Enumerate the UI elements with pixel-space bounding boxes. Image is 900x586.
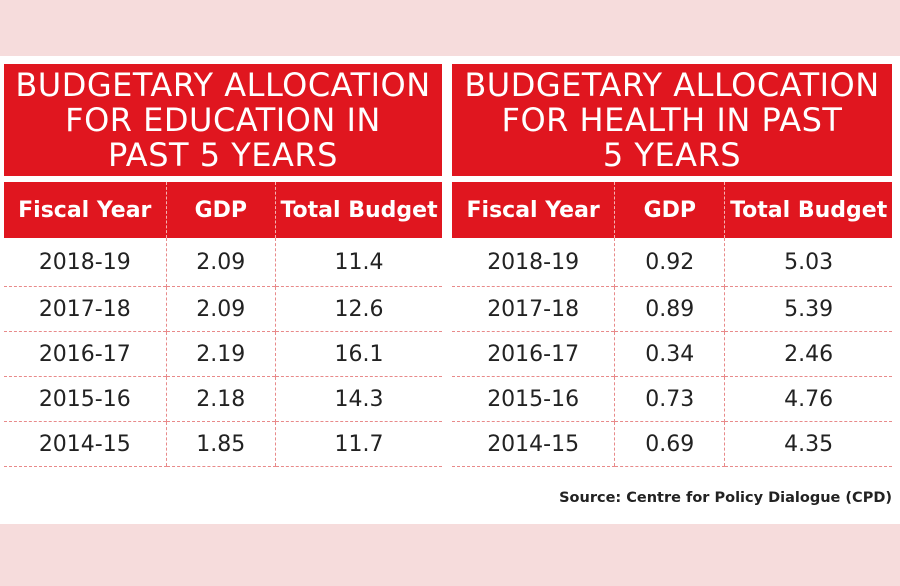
fiscal-year-cell: 2014-15 xyxy=(452,421,615,467)
fiscal-year-cell: 2016-17 xyxy=(4,331,167,377)
health-table: Fiscal Year GDP Total Budget 2018-19 0.9… xyxy=(452,182,892,467)
table-row: 2018-19 2.09 11.4 xyxy=(4,238,442,287)
table-row: 2014-15 1.85 11.7 xyxy=(4,421,442,467)
fiscal-year-cell: 2015-16 xyxy=(452,376,615,422)
table-row: 2017-18 2.09 12.6 xyxy=(4,286,442,332)
column-header-total-budget: Total Budget xyxy=(275,182,442,238)
column-header-total-budget: Total Budget xyxy=(724,182,892,238)
table-row: 2016-17 0.34 2.46 xyxy=(452,331,892,377)
gdp-cell: 2.18 xyxy=(165,376,276,422)
table-row: 2017-18 0.89 5.39 xyxy=(452,286,892,332)
fiscal-year-cell: 2017-18 xyxy=(452,286,615,332)
gdp-cell: 0.73 xyxy=(614,376,725,422)
fiscal-year-cell: 2016-17 xyxy=(452,331,615,377)
gdp-cell: 0.89 xyxy=(614,286,725,332)
table-row: 2015-16 2.18 14.3 xyxy=(4,376,442,422)
total-budget-cell: 4.35 xyxy=(724,421,892,467)
table-row: 2015-16 0.73 4.76 xyxy=(452,376,892,422)
total-budget-cell: 4.76 xyxy=(724,376,892,422)
education-panel: BUDGETARY ALLOCATION FOR EDUCATION IN PA… xyxy=(4,64,442,467)
fiscal-year-cell: 2017-18 xyxy=(4,286,167,332)
source-note: Source: Centre for Policy Dialogue (CPD) xyxy=(559,490,892,506)
total-budget-cell: 2.46 xyxy=(724,331,892,377)
gdp-cell: 2.19 xyxy=(165,331,276,377)
health-title: BUDGETARY ALLOCATION FOR HEALTH IN PAST … xyxy=(452,64,892,176)
gdp-cell: 0.34 xyxy=(614,331,725,377)
gdp-cell: 0.69 xyxy=(614,421,725,467)
total-budget-cell: 14.3 xyxy=(275,376,442,422)
table-row: 2014-15 0.69 4.35 xyxy=(452,421,892,467)
table-row: 2016-17 2.19 16.1 xyxy=(4,331,442,377)
total-budget-cell: 11.4 xyxy=(275,238,442,287)
total-budget-cell: 5.39 xyxy=(724,286,892,332)
fiscal-year-cell: 2018-19 xyxy=(487,249,580,275)
gdp-cell: 1.85 xyxy=(165,421,276,467)
education-title: BUDGETARY ALLOCATION FOR EDUCATION IN PA… xyxy=(4,64,442,176)
fiscal-year-cell: 2015-16 xyxy=(4,376,167,422)
column-header-gdp: GDP xyxy=(165,182,276,238)
health-panel: BUDGETARY ALLOCATION FOR HEALTH IN PAST … xyxy=(452,64,892,467)
column-header-fiscal-year: Fiscal Year xyxy=(452,182,615,238)
total-budget-cell: 16.1 xyxy=(275,331,442,377)
education-table: Fiscal Year GDP Total Budget 2018-19 2.0… xyxy=(4,182,442,467)
total-budget-cell: 11.7 xyxy=(275,421,442,467)
infographic-card: BUDGETARY ALLOCATION FOR EDUCATION IN PA… xyxy=(0,56,900,524)
fiscal-year-cell: 2018-19 xyxy=(38,249,131,275)
column-header-gdp: GDP xyxy=(614,182,725,238)
total-budget-cell: 5.03 xyxy=(724,238,892,287)
gdp-cell: 2.09 xyxy=(165,286,276,332)
gdp-cell: 0.92 xyxy=(614,238,725,287)
fiscal-year-cell: 2014-15 xyxy=(4,421,167,467)
total-budget-cell: 12.6 xyxy=(275,286,442,332)
gdp-cell: 2.09 xyxy=(165,238,276,287)
table-row: 2018-19 0.92 5.03 xyxy=(452,238,892,287)
column-header-fiscal-year: Fiscal Year xyxy=(4,182,167,238)
